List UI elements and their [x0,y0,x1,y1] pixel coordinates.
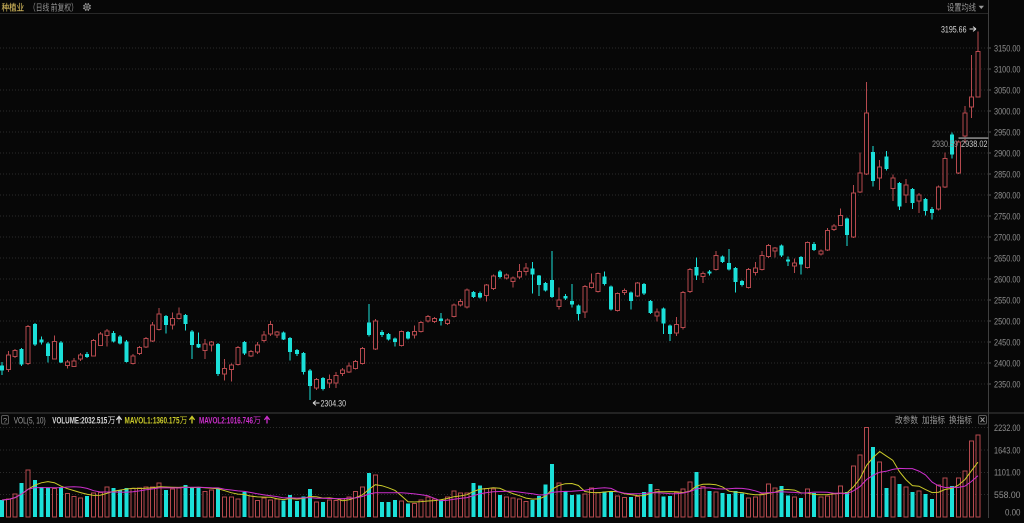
svg-text:3100.00: 3100.00 [994,64,1021,74]
svg-text:2900.00: 2900.00 [994,148,1021,158]
svg-text:VOL(5, 10): VOL(5, 10) [14,415,46,425]
svg-text:MAVOL2:1016.746: MAVOL2:1016.746 [199,415,253,425]
svg-text:2700.00: 2700.00 [994,232,1021,242]
svg-text:2650.00: 2650.00 [994,253,1021,263]
svg-text:3150.00: 3150.00 [994,43,1021,53]
svg-text:0.00: 0.00 [1005,508,1021,518]
svg-text:2450.00: 2450.00 [994,337,1021,347]
svg-text:2600.00: 2600.00 [994,274,1021,284]
svg-text:2938.02: 2938.02 [961,139,988,149]
svg-text:1101.00: 1101.00 [994,468,1021,478]
svg-text:2930.59: 2930.59 [932,139,958,149]
svg-text:2550.00: 2550.00 [994,295,1021,305]
svg-text:2750.00: 2750.00 [994,211,1021,221]
svg-text:3000.00: 3000.00 [994,106,1021,116]
svg-text:2500.00: 2500.00 [994,316,1021,326]
svg-text:?: ? [3,416,7,425]
svg-text:2800.00: 2800.00 [994,190,1021,200]
svg-text:3195.66: 3195.66 [941,24,967,34]
svg-text:3050.00: 3050.00 [994,85,1021,95]
svg-text:2304.30: 2304.30 [321,399,347,409]
svg-text:VOLUME:2032.515: VOLUME:2032.515 [52,415,107,425]
svg-text:558.00: 558.00 [994,490,1021,500]
svg-text:MAVOL1:1360.175: MAVOL1:1360.175 [125,415,180,425]
svg-text:2850.00: 2850.00 [994,169,1021,179]
svg-text:1643.00: 1643.00 [994,445,1021,455]
svg-text:2232.00: 2232.00 [994,423,1021,433]
svg-text:2400.00: 2400.00 [994,358,1021,368]
svg-text:2350.00: 2350.00 [994,379,1021,389]
svg-text:2950.00: 2950.00 [994,127,1021,137]
